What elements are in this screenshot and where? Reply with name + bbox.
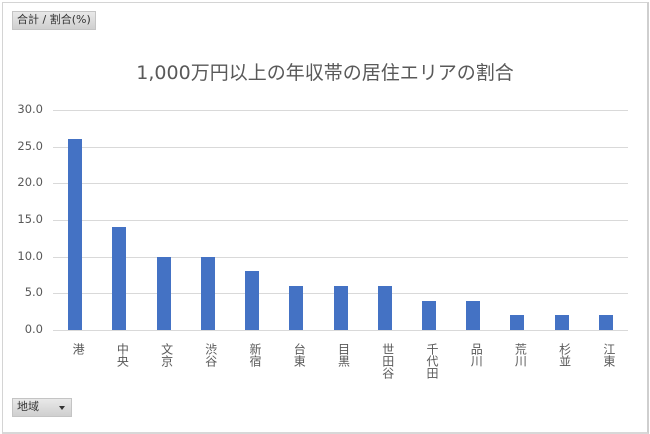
bar[interactable] xyxy=(510,315,525,330)
x-tick-label: 目黒 xyxy=(336,343,351,367)
bar[interactable] xyxy=(156,256,171,330)
bar[interactable] xyxy=(200,256,215,330)
axis-field-button[interactable]: 地域 xyxy=(12,398,72,417)
gridline xyxy=(53,330,628,331)
y-tick-label: 0.0 xyxy=(24,322,43,336)
plot-area: 0.0 5.0 10.0 15.0 20.0 25.0 30.0 xyxy=(17,102,628,336)
gridline xyxy=(53,110,628,111)
bar[interactable] xyxy=(421,300,436,330)
y-tick-label: 5.0 xyxy=(24,285,43,300)
gridline xyxy=(53,220,628,221)
x-tick-label: 杉並 xyxy=(557,343,572,367)
x-tick-label: 新宿 xyxy=(248,343,263,367)
chart-title: 1,000万円以上の年収帯の居住エリアの割合 xyxy=(136,62,514,84)
gridline xyxy=(53,256,628,258)
bar[interactable] xyxy=(377,286,392,330)
bar[interactable] xyxy=(68,139,83,330)
x-tick-label: 港 xyxy=(71,343,86,355)
value-field-button[interactable]: 合計 / 割合(%) xyxy=(12,11,96,30)
x-tick-label: 文京 xyxy=(159,343,174,367)
y-tick-label: 25.0 xyxy=(17,138,43,153)
bar[interactable] xyxy=(598,315,613,330)
y-tick-label: 20.0 xyxy=(17,175,43,190)
dropdown-arrow-icon xyxy=(59,406,65,410)
gridline xyxy=(53,146,628,148)
bar[interactable] xyxy=(245,271,260,330)
x-tick-label: 江東 xyxy=(601,343,616,367)
y-tick-label: 30.0 xyxy=(17,102,43,116)
x-tick-label: 渋谷 xyxy=(203,343,218,367)
x-tick-label: 中央 xyxy=(115,343,130,367)
x-tick-label: 世田谷 xyxy=(380,343,395,379)
bar[interactable] xyxy=(289,286,304,330)
axis-field-label: 地域 xyxy=(17,400,39,413)
bar[interactable] xyxy=(112,227,127,330)
x-tick-label: 台東 xyxy=(292,343,307,367)
y-tick-label: 15.0 xyxy=(17,212,43,226)
bar[interactable] xyxy=(554,315,569,330)
x-tick-label: 千代田 xyxy=(424,343,439,379)
gridline xyxy=(53,183,628,185)
x-tick-label: 荒川 xyxy=(513,343,528,367)
y-tick-label: 10.0 xyxy=(17,248,43,263)
bar[interactable] xyxy=(333,286,348,330)
bar[interactable] xyxy=(466,300,481,330)
x-tick-label: 品川 xyxy=(469,343,484,367)
